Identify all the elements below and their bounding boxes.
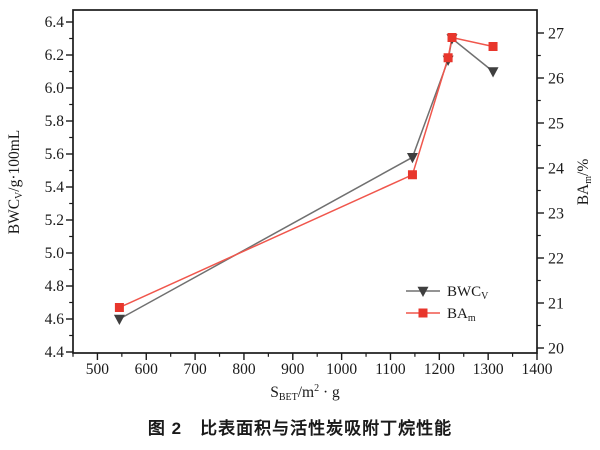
legend-item-BAm: BAm [406,306,476,324]
y-right-tick-label: 25 [548,116,564,133]
legend-marker-triangle-down-icon [417,286,429,297]
series-BAm [119,36,494,309]
BWCv-point [487,67,499,78]
BWCv-point [113,314,125,325]
y-left-tick-label: 5.0 [45,245,65,262]
y-right-tick-label: 26 [548,71,564,88]
y-left-tick-label: 6.4 [45,14,65,31]
y-right-tick-label: 23 [548,206,564,223]
legend: BWCV BAm [406,284,489,324]
x-tick-label: 700 [183,361,207,378]
y-left-tick-label: 6.2 [45,47,64,64]
legend-marker-square-icon [418,308,428,318]
x-tick-label: 800 [232,361,256,378]
x-tick-label: 600 [135,361,159,378]
BWCv-line [119,37,494,320]
legend-item-BWCv: BWCV [406,284,489,302]
series-BWCv [119,37,494,320]
BAm-line [119,36,494,309]
y-left-tick-label: 4.4 [45,344,65,361]
y-left-axis-title: BWCV/g·100mL [6,130,25,235]
y-left-tick-label: 4.6 [45,311,65,328]
x-tick-label: 900 [281,361,305,378]
x-tick-label: 1300 [473,361,504,378]
y-left-tick-label: 5.4 [45,179,65,196]
BAm-point [488,42,498,51]
BWCv-point [406,153,418,164]
y-right-axis: 20 21 22 23 24 25 26 27 BAm/% [537,26,594,358]
plot-frame [72,9,538,354]
y-left-axis: 4.4 4.6 4.8 5.0 5.2 5.4 5.6 5.8 6.0 6.2 6.4 BWCV/g·… [6,14,73,361]
legend-label-BAm: BAm [447,306,476,324]
y-right-tick-label: 21 [548,296,564,313]
x-tick-label: 1100 [375,361,406,378]
x-tick-label: 500 [86,361,110,378]
y-right-tick-label: 22 [548,251,564,268]
BAm-point [114,303,124,312]
y-left-tick-label: 5.8 [45,113,65,130]
y-left-tick-label: 6.0 [45,80,65,97]
y-right-tick-label: 24 [548,161,564,178]
y-left-tick-label: 4.8 [45,278,65,295]
y-right-tick-label: 20 [548,341,564,358]
x-axis-title: SBET/m2 · g [270,383,340,403]
figure-caption: 图 2 比表面积与活性炭吸附丁烷性能 [147,419,453,438]
x-tick-label: 1200 [424,361,455,378]
BAm-point [447,33,457,42]
markers-BAm [114,33,498,312]
y-left-tick-label: 5.2 [45,212,64,229]
y-left-tick-label: 5.6 [45,146,65,163]
x-tick-label: 1000 [326,361,357,378]
x-tick-label: 1400 [522,361,553,378]
y-right-tick-label: 27 [548,26,564,43]
y-right-axis-title: BAm/% [575,159,594,206]
legend-label-BWCv: BWCV [447,284,489,302]
BAm-point [443,53,453,63]
chart-canvas: 500 600 700 800 900 1000 1100 1200 1300 1400 SBET/… [6,9,594,403]
x-axis: 500 600 700 800 900 1000 1100 1200 1300 1400 SBET/… [72,353,553,403]
BAm-point [407,170,417,180]
